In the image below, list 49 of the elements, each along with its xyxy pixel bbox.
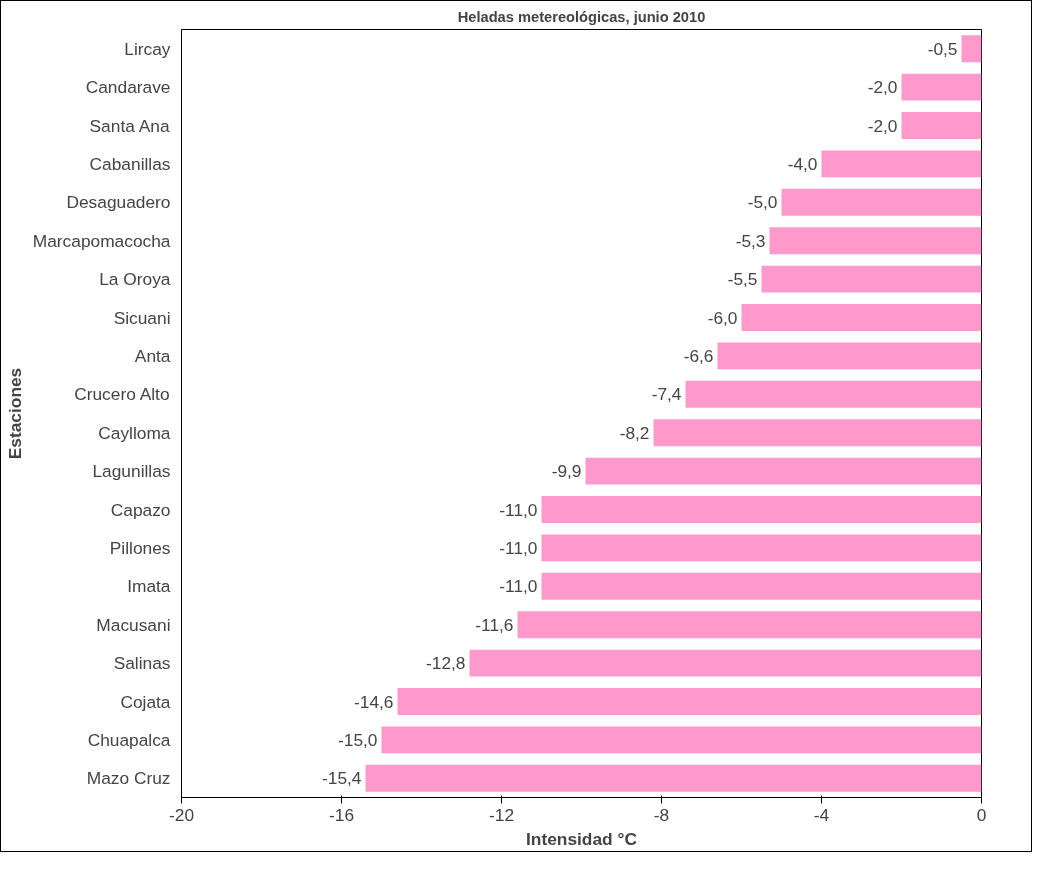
y-tick-label: Capazo [110, 499, 171, 520]
y-tick-label: Pillones [109, 537, 171, 558]
data-label: -5,3 [735, 230, 766, 251]
x-tick-label: -8 [653, 804, 670, 825]
data-label: -14,6 [354, 691, 394, 712]
y-tick-label: Crucero Alto [74, 384, 170, 405]
data-label: -5,5 [727, 269, 758, 290]
y-tick-label: Desaguadero [66, 192, 171, 213]
data-label: -4,0 [787, 153, 818, 174]
data-label: -9,9 [551, 461, 582, 482]
y-tick-label: La Oroya [99, 269, 171, 290]
x-tick-label: -16 [328, 804, 355, 825]
chart-title: Heladas metereológicas, junio 2010 [457, 8, 706, 25]
y-tick-label: Caylloma [98, 422, 171, 443]
y-tick-label: Lagunillas [92, 461, 171, 482]
data-label: -11,0 [499, 537, 538, 558]
data-label: -2,0 [867, 77, 898, 98]
y-tick-label: Lircay [124, 38, 171, 59]
y-tick-label: Santa Ana [89, 115, 170, 136]
y-tick-label: Imata [127, 576, 171, 597]
x-tick-label: -20 [168, 804, 195, 825]
y-tick-label: Macusani [96, 614, 171, 635]
y-tick-label: Salinas [113, 653, 171, 674]
data-label: -2,0 [867, 115, 898, 136]
data-label: -6,0 [707, 307, 738, 328]
data-label: -8,2 [619, 422, 650, 443]
data-label: -7,4 [651, 384, 682, 405]
data-label: -6,6 [683, 345, 714, 366]
y-tick-label: Sicuani [113, 307, 171, 328]
y-tick-label: Anta [134, 345, 171, 366]
data-label: -5,0 [747, 192, 778, 213]
data-label: -15,4 [322, 768, 362, 789]
data-label: -11,0 [499, 576, 538, 597]
y-tick-label: Candarave [85, 77, 171, 98]
data-label: -0,5 [927, 38, 958, 59]
y-tick-label: Marcapomacocha [32, 230, 171, 251]
x-axis-title: Intensidad °C [526, 828, 638, 849]
y-tick-label: Cabanillas [89, 153, 171, 174]
y-tick-label: Mazo Cruz [86, 768, 171, 789]
data-label: -11,6 [475, 614, 514, 635]
x-tick-label: -4 [813, 804, 830, 825]
y-tick-label: Cojata [120, 691, 171, 712]
x-tick-label: 0 [976, 804, 987, 825]
data-label: -15,0 [338, 729, 378, 750]
y-axis-title: Estaciones [4, 367, 25, 460]
data-label: -12,8 [426, 653, 466, 674]
data-label: -11,0 [499, 499, 538, 520]
x-tick-label: -12 [488, 804, 515, 825]
y-tick-label: Chuapalca [87, 729, 171, 750]
